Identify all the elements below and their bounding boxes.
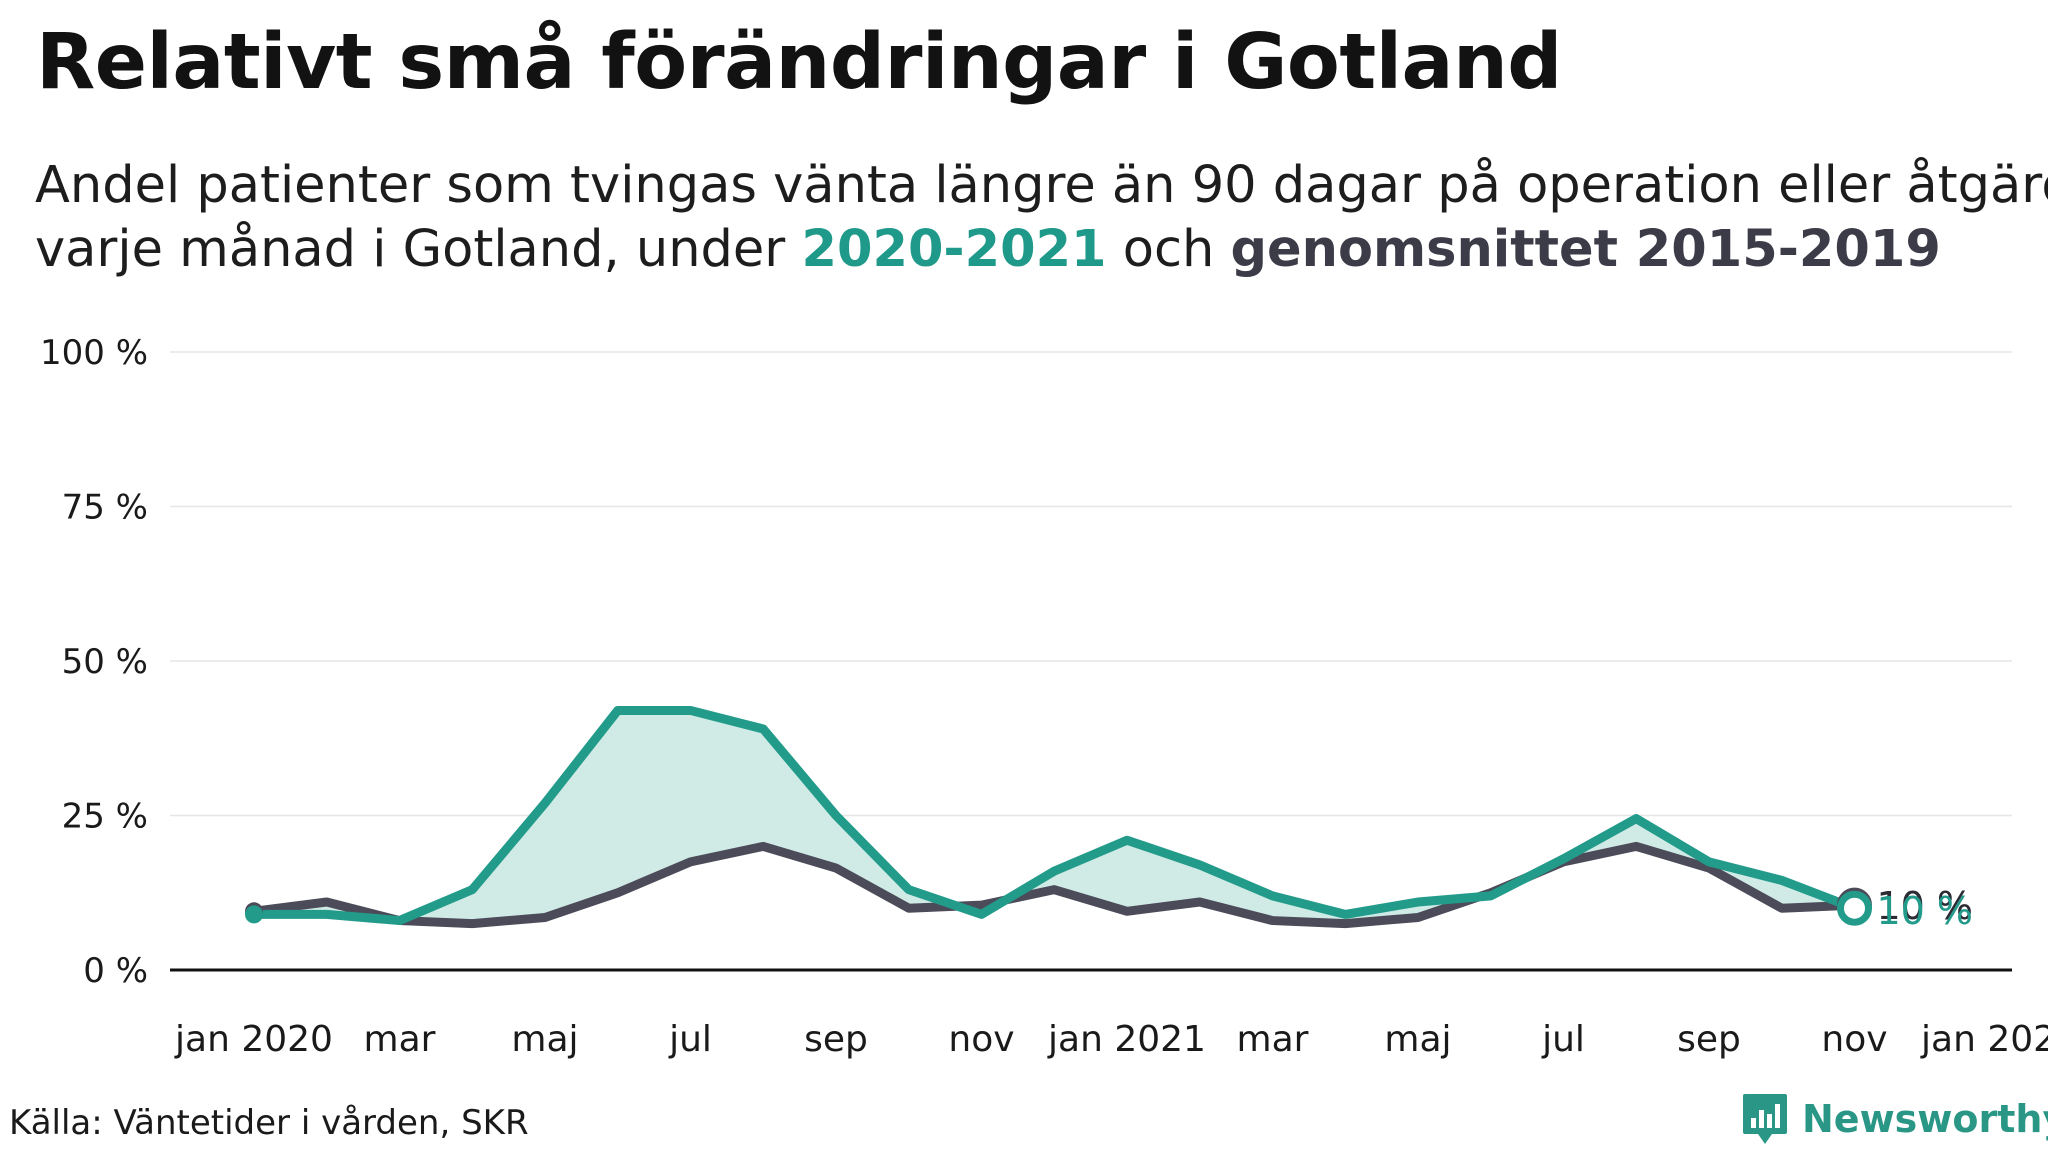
x-tick-label: jan 2020 [174,1019,333,1060]
series-end-points [245,887,1872,926]
source-note: Källa: Väntetider i vården, SKR [9,1103,529,1143]
brand-name: Newsworthy [1802,1097,2048,1141]
series-line-current [249,705,1859,926]
y-tick-label: 75 % [62,488,148,528]
series-line-average [249,841,1859,929]
y-tick-label: 100 % [40,333,148,373]
y-tick-label: 50 % [62,642,148,682]
x-tick-label: mar [364,1019,436,1060]
x-tick-label: mar [1237,1019,1309,1060]
x-tick-label: sep [1677,1019,1741,1060]
y-axis-tick-labels: 0 % 25 % 50 % 75 % 100 % [40,333,148,991]
end-point-current [1837,890,1872,926]
y-tick-label: 0 % [83,951,148,991]
subtitle-text-pre: varje månad i Gotland, under [35,220,802,279]
gridlines [170,351,2012,817]
x-tick-label: sep [804,1019,868,1060]
chart-subtitle: Andel patienter som tvingas vänta längre… [35,154,2048,282]
brand-logo-area: Newsworthy [1742,1092,2048,1146]
subtitle-current-period: 2020-2021 [801,220,1107,279]
x-tick-label: jul [1541,1019,1585,1060]
x-tick-label: maj [511,1019,578,1060]
x-axis-tick-labels: jan 2020 mar maj jul sep nov jan 2021 mar maj jul… [174,1019,2048,1060]
subtitle-average-period: genomsnittet 2015-2019 [1230,220,1941,279]
end-label-average: 10 % [1877,884,1974,928]
newsworthy-logo-icon [1743,1094,1787,1144]
x-tick-label: jan 2022 [1920,1019,2048,1060]
x-tick-label: nov [948,1019,1014,1060]
end-label-current: 10 % [1877,889,1974,933]
series-end-labels: 10 %10 % [1877,884,1974,933]
x-tick-label: jul [668,1019,712,1060]
difference-area [254,710,1855,924]
y-tick-label: 25 % [62,797,148,837]
subtitle-text-mid: och [1106,220,1231,279]
x-tick-label: maj [1384,1019,1451,1060]
subtitle-line-1: Andel patienter som tvingas vänta längre… [35,156,2048,215]
x-tick-label: nov [1821,1019,1887,1060]
start-point-current [245,905,263,924]
subtitle-line-2: varje månad i Gotland, under 2020-2021 o… [35,218,2048,282]
chart-title: Relativt små förändringar i Gotland [36,18,1562,107]
x-tick-label: jan 2021 [1047,1019,1206,1060]
